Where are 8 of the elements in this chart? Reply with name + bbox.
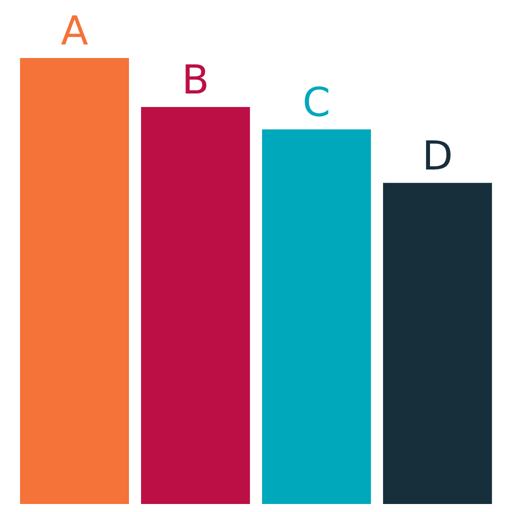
bar xyxy=(262,129,371,504)
x-tick-label: D xyxy=(422,133,453,180)
x-tick-label: A xyxy=(60,8,89,54)
x-tick-label: B xyxy=(182,57,210,104)
x-tick-label: C xyxy=(302,80,330,126)
bar xyxy=(20,58,129,504)
bar xyxy=(383,182,492,504)
bar xyxy=(141,107,250,504)
